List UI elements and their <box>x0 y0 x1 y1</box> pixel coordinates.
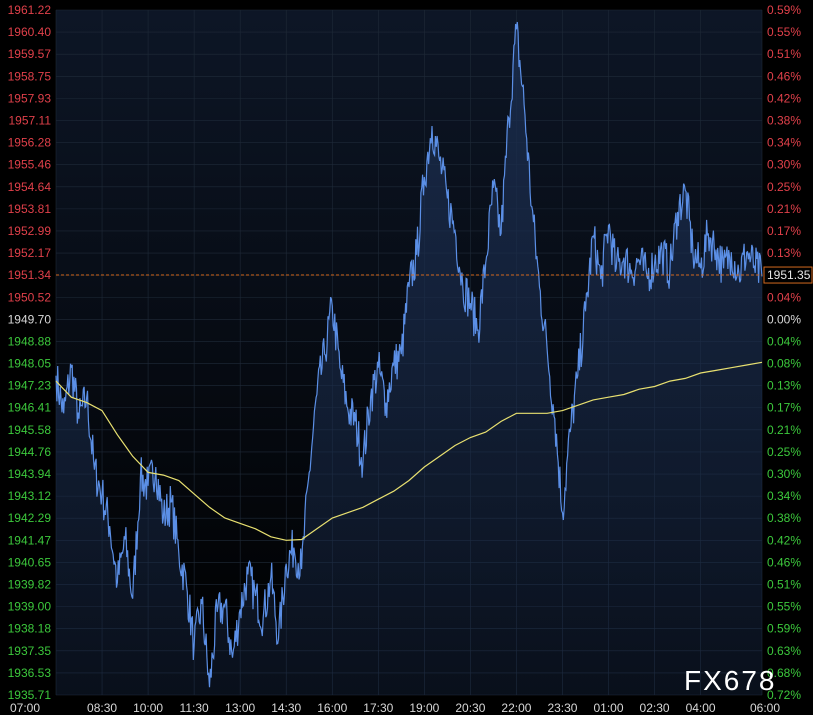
percent-tick-label: 0.72% <box>767 688 801 702</box>
price-tick-label: 1956.28 <box>8 136 52 150</box>
price-tick-label: 1940.65 <box>8 555 52 569</box>
price-tick-label: 1950.52 <box>8 290 52 304</box>
time-tick-label: 23:30 <box>547 701 577 715</box>
percent-tick-label: 0.59% <box>767 3 801 17</box>
watermark-logo: FX678 <box>684 665 777 696</box>
price-tick-label: 1941.47 <box>8 533 52 547</box>
price-tick-label: 1938.18 <box>8 622 52 636</box>
price-tick-label: 1961.22 <box>8 3 52 17</box>
moving-average-line <box>55 361 763 541</box>
percent-tick-label: 0.38% <box>767 511 801 525</box>
percent-tick-label: 0.21% <box>767 423 801 437</box>
price-axis: 1961.22 1960.40 1959.57 1958.75 1957.93 1957.… <box>8 3 52 702</box>
price-tick-label: 1960.40 <box>8 25 52 39</box>
price-tick-label: 1948.05 <box>8 357 52 371</box>
price-tick-label: 1952.99 <box>8 224 52 238</box>
price-tick-label: 1952.17 <box>8 246 52 260</box>
price-tick-label: 1959.57 <box>8 47 52 61</box>
percent-tick-label: 0.51% <box>767 578 801 592</box>
percent-tick-label: 0.51% <box>767 47 801 61</box>
price-tick-label: 1936.53 <box>8 666 52 680</box>
time-tick-label: 01:00 <box>594 701 624 715</box>
percent-tick-label: 0.08% <box>767 357 801 371</box>
time-tick-label: 11:30 <box>180 701 209 715</box>
time-tick-label: 07:00 <box>10 701 40 715</box>
percent-tick-label: 0.46% <box>767 555 801 569</box>
time-tick-label: 06:00 <box>750 701 780 715</box>
price-tick-label: 1939.82 <box>8 578 52 592</box>
time-tick-label: 17:30 <box>363 701 393 715</box>
percent-tick-label: 0.25% <box>767 445 801 459</box>
percent-tick-label: 0.30% <box>767 158 801 172</box>
percent-tick-label: 0.59% <box>767 622 801 636</box>
percent-tick-label: 0.42% <box>767 91 801 105</box>
percent-tick-label: 0.17% <box>767 401 801 415</box>
percent-axis: 0.59% 0.55% 0.51% 0.46% 0.42% 0.38% 0.34% 0.30%… <box>767 3 801 702</box>
percent-tick-label: 0.21% <box>767 202 801 216</box>
percent-tick-label: 0.34% <box>767 136 801 150</box>
price-tick-label: 1954.64 <box>8 180 52 194</box>
price-tick-label: 1944.76 <box>8 445 52 459</box>
price-tick-label: 1946.41 <box>8 401 52 415</box>
percent-tick-label: 0.30% <box>767 467 801 481</box>
price-tick-label: 1948.88 <box>8 334 52 348</box>
price-tick-label: 1955.46 <box>8 158 52 172</box>
percent-tick-label: 0.13% <box>767 379 801 393</box>
time-tick-label: 22:00 <box>501 701 531 715</box>
price-tick-label: 1951.34 <box>8 268 52 282</box>
percent-tick-label: 0.25% <box>767 180 801 194</box>
price-tick-label: 1943.94 <box>8 467 52 481</box>
price-tick-label: 1945.58 <box>8 423 52 437</box>
price-series-line <box>55 21 763 688</box>
percent-tick-label: 0.04% <box>767 334 801 348</box>
time-tick-label: 13:00 <box>225 701 255 715</box>
time-tick-label: 20:30 <box>455 701 485 715</box>
price-tick-label: 1957.93 <box>8 91 52 105</box>
percent-tick-label: 0.63% <box>767 644 801 658</box>
percent-tick-label: 0.68% <box>767 666 801 680</box>
current-price-tag: 1951.35 <box>763 266 813 284</box>
percent-tick-label: 0.17% <box>767 224 801 238</box>
time-tick-label: 10:00 <box>133 701 163 715</box>
price-tick-label: 1947.23 <box>8 379 52 393</box>
price-area <box>56 22 762 695</box>
percent-tick-label: 0.46% <box>767 69 801 83</box>
price-tick-label: 1942.29 <box>8 511 52 525</box>
price-tick-label: 1943.12 <box>8 489 52 503</box>
percent-tick-label: 0.55% <box>767 600 801 614</box>
current-price-label: 1951.35 <box>767 268 811 282</box>
price-tick-label: 1958.75 <box>8 69 52 83</box>
time-tick-label: 02:30 <box>640 701 670 715</box>
percent-tick-label: 0.34% <box>767 489 801 503</box>
price-tick-label: 1939.00 <box>8 600 52 614</box>
percent-tick-label: 0.55% <box>767 25 801 39</box>
time-tick-label: 14:30 <box>271 701 301 715</box>
percent-tick-label: 0.38% <box>767 113 801 127</box>
percent-tick-label: 0.42% <box>767 533 801 547</box>
price-tick-label: 1935.71 <box>8 688 52 702</box>
time-tick-label: 04:00 <box>686 701 716 715</box>
price-tick-label: 1937.35 <box>8 644 52 658</box>
time-tick-label: 08:30 <box>87 701 117 715</box>
percent-tick-label: 0.00% <box>767 312 801 326</box>
price-tick-label: 1957.11 <box>9 113 52 127</box>
time-tick-label: 16:00 <box>317 701 347 715</box>
percent-tick-label: 0.13% <box>767 246 801 260</box>
time-tick-label: 19:00 <box>409 701 439 715</box>
price-tick-label: 1949.70 <box>8 312 52 326</box>
percent-tick-label: 0.04% <box>767 290 801 304</box>
price-tick-label: 1953.81 <box>8 202 52 216</box>
time-axis: 07:00 08:30 10:00 11:30 13:00 14:30 16:00 17:30… <box>10 701 780 715</box>
